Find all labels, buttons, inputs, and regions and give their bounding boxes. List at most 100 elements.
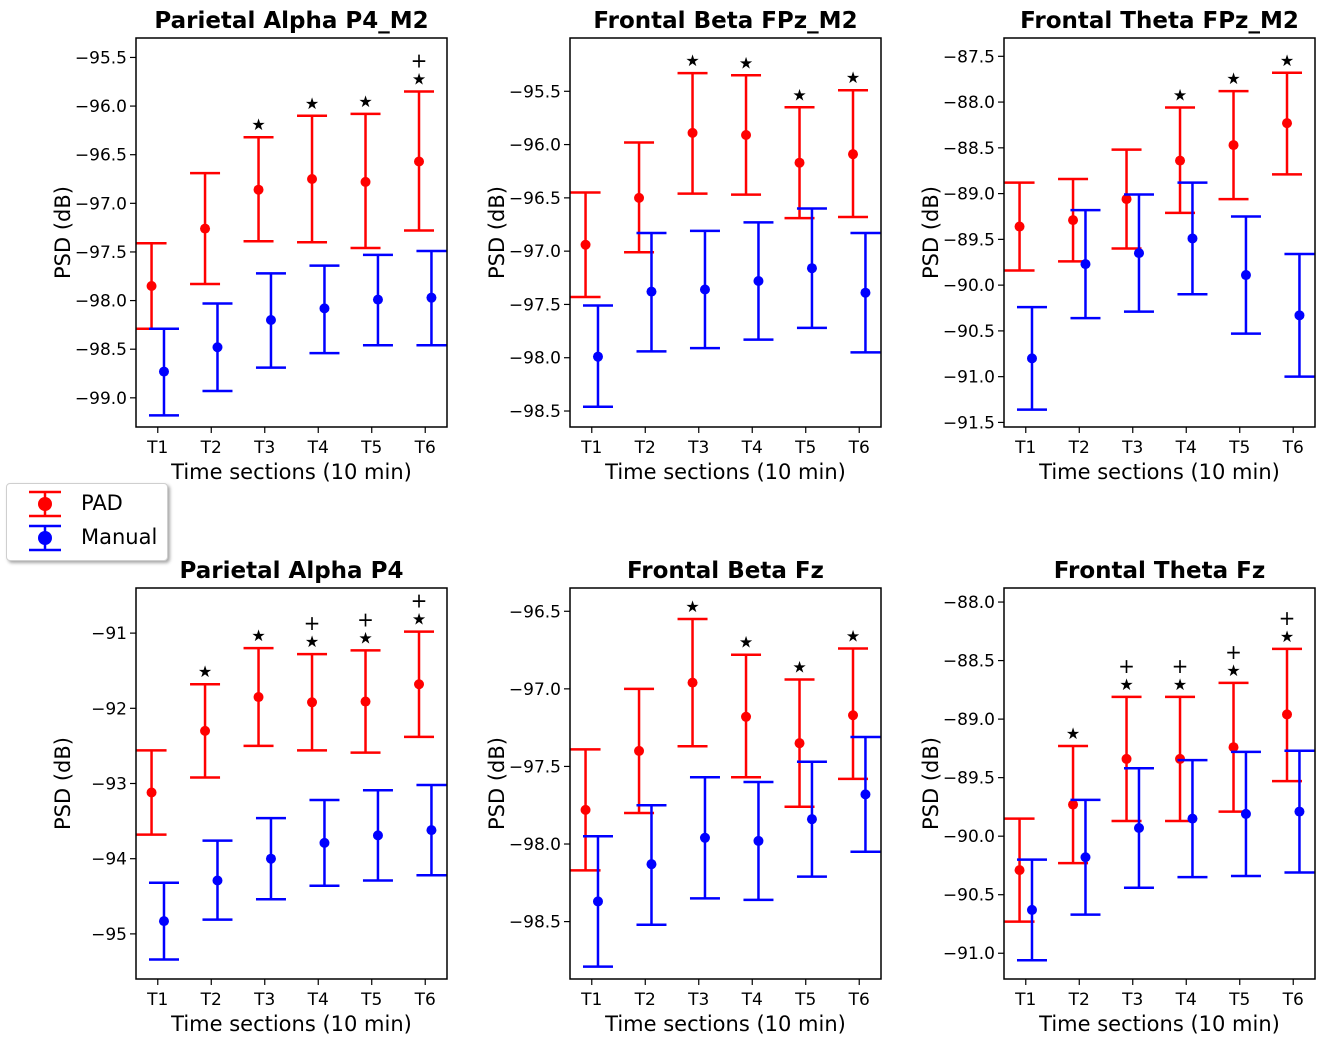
mean-point-manual xyxy=(1187,233,1198,244)
x-tick-label: T2 xyxy=(200,990,222,1010)
mean-point-manual xyxy=(646,286,657,297)
x-tick-label: T6 xyxy=(1282,438,1304,458)
mean-point-manual xyxy=(806,814,817,825)
mean-point-pad xyxy=(146,787,157,798)
mean-point-pad xyxy=(253,184,264,195)
mean-point-manual xyxy=(860,789,871,800)
mean-point-manual xyxy=(753,835,764,846)
x-tick-label: T4 xyxy=(307,438,329,458)
significance-star: ★ xyxy=(1280,627,1294,646)
mean-point-pad xyxy=(360,696,371,707)
chart-title: Frontal Theta Fz xyxy=(1054,558,1265,584)
plot-frame xyxy=(1003,37,1316,428)
y-tick-label: −96.5 xyxy=(509,602,561,622)
x-axis-label: Time sections (10 min) xyxy=(1038,460,1280,484)
mean-point-manual xyxy=(860,287,871,298)
mean-point-pad xyxy=(794,157,805,168)
x-tick-label: T3 xyxy=(687,438,709,458)
significance-star: ★ xyxy=(305,632,319,651)
significance-star: ★ xyxy=(846,68,860,87)
x-tick-label: T5 xyxy=(1228,990,1250,1010)
legend-entry-manual: Manual xyxy=(7,522,167,554)
x-tick-label: T2 xyxy=(634,990,656,1010)
y-tick-label: −88.0 xyxy=(943,593,995,613)
significance-star: ★ xyxy=(251,115,265,134)
significance-star: ★ xyxy=(846,627,860,646)
legend-entry-pad: PAD xyxy=(7,488,167,520)
x-tick-label: T4 xyxy=(1175,990,1197,1010)
mean-point-manual xyxy=(265,853,276,864)
x-tick-label: T6 xyxy=(414,438,436,458)
y-tick-label: −98.0 xyxy=(75,292,127,312)
x-tick-label: T6 xyxy=(1282,990,1304,1010)
y-tick-label: −90.5 xyxy=(943,886,995,906)
mean-point-pad xyxy=(794,738,805,749)
significance-star: ★ xyxy=(1119,675,1133,694)
x-tick-label: T1 xyxy=(580,438,602,458)
significance-plus: + xyxy=(411,48,428,72)
mean-point-pad xyxy=(580,804,591,815)
y-tick-label: −92 xyxy=(91,699,127,719)
y-tick-label: −96.0 xyxy=(75,97,127,117)
mean-point-pad xyxy=(1228,742,1239,753)
mean-point-pad xyxy=(146,280,157,291)
significance-star: ★ xyxy=(305,94,319,113)
y-tick-label: −91.5 xyxy=(943,413,995,433)
chart-title: Parietal Alpha P4_M2 xyxy=(154,8,428,34)
x-tick-label: T2 xyxy=(1068,990,1090,1010)
legend-marker-pad xyxy=(29,490,61,518)
mean-point-pad xyxy=(1014,865,1025,876)
y-tick-label: −90.5 xyxy=(943,322,995,342)
y-tick-label: −98.0 xyxy=(509,835,561,855)
significance-plus: + xyxy=(304,611,321,635)
mean-point-manual xyxy=(699,284,710,295)
y-tick-label: −96.5 xyxy=(75,146,127,166)
x-axis-label: Time sections (10 min) xyxy=(604,1012,846,1036)
y-tick-label: −88.5 xyxy=(943,139,995,159)
mean-point-pad xyxy=(307,697,318,708)
mean-point-manual xyxy=(1133,822,1144,833)
mean-point-pad xyxy=(687,127,698,138)
mean-point-pad xyxy=(1121,753,1132,764)
y-tick-label: −97.0 xyxy=(509,680,561,700)
x-tick-label: T5 xyxy=(360,990,382,1010)
mean-point-pad xyxy=(634,745,645,756)
y-tick-label: −95 xyxy=(91,925,127,945)
y-axis-label: PSD (dB) xyxy=(485,737,509,830)
significance-star: ★ xyxy=(1066,724,1080,743)
x-tick-label: T1 xyxy=(146,438,168,458)
mean-point-manual xyxy=(699,832,710,843)
mean-point-manual xyxy=(372,294,383,305)
x-tick-label: T6 xyxy=(414,990,436,1010)
mean-point-manual xyxy=(1240,808,1251,819)
y-tick-label: −98.5 xyxy=(509,913,561,933)
mean-point-pad xyxy=(200,223,211,234)
mean-point-manual xyxy=(592,351,603,362)
x-axis-label: Time sections (10 min) xyxy=(170,1012,412,1036)
x-tick-label: T3 xyxy=(253,438,275,458)
y-tick-label: −87.5 xyxy=(943,47,995,67)
y-tick-label: −96.5 xyxy=(509,189,561,209)
x-tick-label: T3 xyxy=(253,990,275,1010)
significance-star: ★ xyxy=(358,92,372,111)
x-tick-label: T5 xyxy=(794,990,816,1010)
mean-point-pad xyxy=(1068,215,1079,226)
x-axis-label: Time sections (10 min) xyxy=(1038,1012,1280,1036)
mean-point-manual xyxy=(426,292,437,303)
mean-point-manual xyxy=(158,366,169,377)
y-tick-label: −97.5 xyxy=(509,295,561,315)
x-tick-label: T3 xyxy=(1121,438,1143,458)
mean-point-pad xyxy=(360,176,371,187)
y-axis-label: PSD (dB) xyxy=(919,737,943,830)
x-tick-label: T5 xyxy=(1228,438,1250,458)
y-axis-label: PSD (dB) xyxy=(51,186,75,279)
significance-star: ★ xyxy=(1173,86,1187,105)
mean-point-manual xyxy=(372,830,383,841)
x-tick-label: T3 xyxy=(1121,990,1143,1010)
x-tick-label: T1 xyxy=(1014,990,1036,1010)
mean-point-manual xyxy=(753,275,764,286)
mean-point-pad xyxy=(414,156,425,167)
x-tick-label: T1 xyxy=(1014,438,1036,458)
y-tick-label: −90.0 xyxy=(943,276,995,296)
